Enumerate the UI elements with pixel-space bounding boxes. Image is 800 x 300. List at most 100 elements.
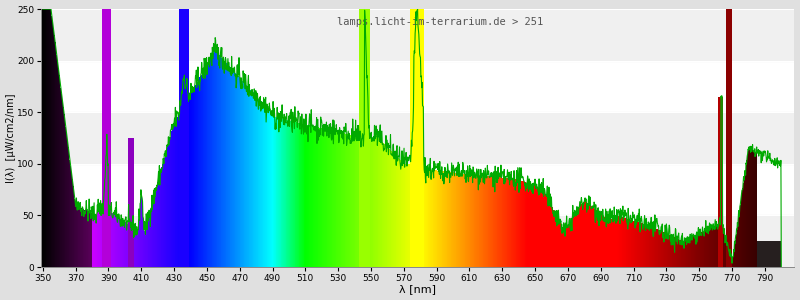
Bar <box>278 118 279 267</box>
Bar <box>173 125 174 267</box>
Bar <box>256 96 257 267</box>
Bar <box>274 116 275 267</box>
Bar <box>116 216 117 267</box>
Bar <box>486 176 488 267</box>
Bar <box>85 210 86 267</box>
Bar <box>288 120 289 267</box>
Bar <box>475 175 476 267</box>
Bar <box>254 94 255 267</box>
Bar <box>737 228 738 267</box>
Bar <box>666 234 667 267</box>
Bar <box>285 120 286 267</box>
Bar <box>340 132 341 267</box>
Bar <box>733 256 734 267</box>
Bar <box>496 177 497 267</box>
Bar <box>196 83 197 267</box>
Bar <box>286 120 287 267</box>
Bar <box>743 183 744 267</box>
Bar <box>66 134 67 267</box>
Bar <box>169 140 170 267</box>
Bar <box>159 176 160 267</box>
Bar <box>451 172 452 267</box>
Bar <box>763 241 764 267</box>
Bar <box>600 214 601 267</box>
Bar <box>41 215 794 267</box>
Bar <box>534 186 535 267</box>
Bar <box>144 231 145 267</box>
Bar <box>423 9 424 267</box>
Bar <box>157 185 158 267</box>
Bar <box>96 215 97 267</box>
Bar <box>698 234 699 267</box>
Bar <box>779 241 780 267</box>
Bar <box>577 211 578 267</box>
Bar <box>710 228 711 267</box>
Bar <box>118 218 120 267</box>
Bar <box>335 131 336 267</box>
Bar <box>559 221 560 267</box>
Bar <box>524 182 525 267</box>
Bar <box>145 228 146 267</box>
Bar <box>777 241 778 267</box>
Bar <box>587 202 588 267</box>
Bar <box>735 240 736 267</box>
Bar <box>82 209 83 267</box>
Bar <box>699 233 701 267</box>
Bar <box>152 203 153 267</box>
Bar <box>748 149 749 267</box>
Bar <box>337 132 338 267</box>
Bar <box>210 57 212 267</box>
Bar <box>320 128 321 267</box>
Bar <box>162 164 163 267</box>
Bar <box>101 207 102 267</box>
Bar <box>481 176 482 267</box>
Bar <box>219 55 220 267</box>
Bar <box>260 100 261 267</box>
Bar <box>619 216 620 267</box>
Bar <box>719 97 720 267</box>
Bar <box>778 241 779 267</box>
Bar <box>369 9 370 267</box>
Bar <box>178 9 179 267</box>
Bar <box>249 88 250 267</box>
Bar <box>376 135 377 267</box>
Bar <box>759 241 760 267</box>
Bar <box>355 136 356 267</box>
Bar <box>565 230 566 267</box>
Bar <box>132 138 133 267</box>
Bar <box>572 218 573 267</box>
Bar <box>373 138 374 267</box>
Bar <box>135 229 136 267</box>
Bar <box>562 227 563 267</box>
Bar <box>287 120 288 267</box>
Bar <box>353 136 354 267</box>
Bar <box>259 100 260 267</box>
Bar <box>107 9 108 267</box>
Bar <box>638 222 639 267</box>
Bar <box>292 121 293 267</box>
Bar <box>167 146 168 267</box>
Bar <box>413 9 414 267</box>
Bar <box>692 237 693 267</box>
Bar <box>388 148 389 267</box>
Bar <box>309 125 310 267</box>
Bar <box>421 9 422 267</box>
Bar <box>306 124 307 267</box>
Bar <box>703 232 704 267</box>
Bar <box>99 207 100 267</box>
Bar <box>206 64 207 267</box>
Bar <box>381 140 382 267</box>
Bar <box>100 207 101 267</box>
Bar <box>739 211 740 267</box>
Bar <box>399 159 400 267</box>
Bar <box>442 171 443 267</box>
Bar <box>632 220 633 267</box>
Bar <box>780 241 781 267</box>
Bar <box>678 239 679 267</box>
Bar <box>570 221 571 267</box>
Bar <box>602 216 603 267</box>
Bar <box>670 236 671 267</box>
Bar <box>386 146 387 267</box>
Bar <box>344 134 345 267</box>
Bar <box>90 212 91 267</box>
